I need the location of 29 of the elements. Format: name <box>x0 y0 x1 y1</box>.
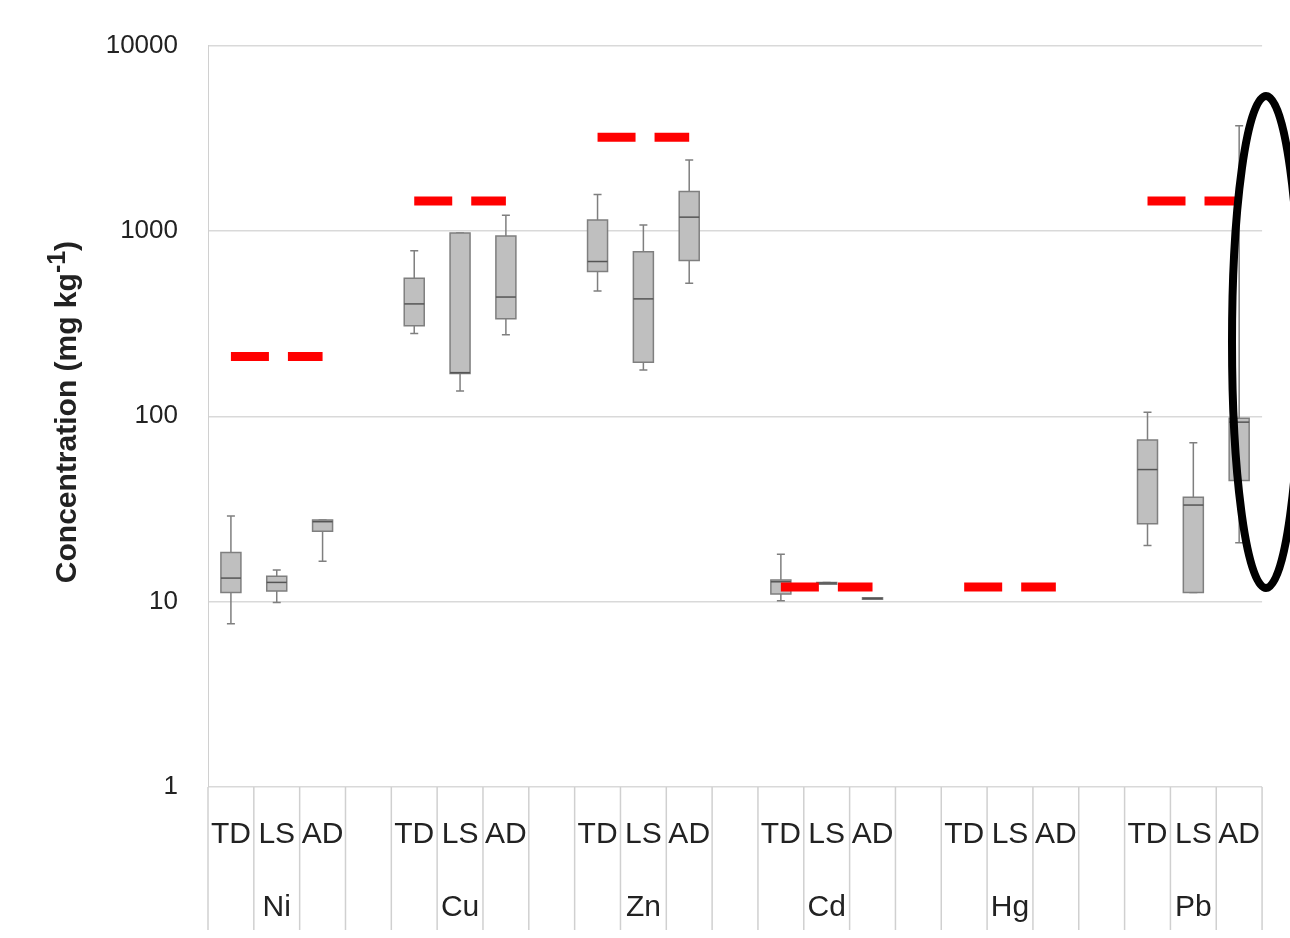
text: Cd <box>807 889 846 923</box>
x-tick-label: AD <box>1218 816 1261 850</box>
y-tick-label: 100 <box>134 399 178 430</box>
y-tick-label: 10 <box>149 584 178 615</box>
x-tick-label: LS <box>441 816 479 850</box>
x-tick-label: AD <box>1035 816 1077 850</box>
x-tick-label: AD <box>485 816 527 850</box>
x-tick-label: LS <box>1174 816 1212 850</box>
y-tick-label: 10000 <box>105 28 178 59</box>
y-tick-label: 1 <box>163 770 178 801</box>
text: Cu <box>440 889 480 923</box>
x-tick-label: LS <box>991 816 1029 850</box>
x-tick-label: TD <box>1127 816 1168 850</box>
text: Ni <box>262 889 291 923</box>
text: Zn <box>625 889 661 923</box>
x-tick-label: TD <box>577 816 618 850</box>
x-tick-label: TD <box>760 816 801 850</box>
text: Hg <box>990 889 1030 923</box>
x-tick-label: LS <box>258 816 296 850</box>
x-tick-label: TD <box>210 816 251 850</box>
x-tick-label: AD <box>301 816 344 850</box>
x-tick-label: LS <box>625 816 662 850</box>
y-tick-label: 1000 <box>120 214 178 245</box>
text: Pb <box>1174 889 1212 923</box>
x-tick-label: AD <box>851 816 894 850</box>
x-tick-label: AD <box>668 816 711 850</box>
x-tick-label: TD <box>944 816 985 850</box>
x-tick-label: LS <box>808 816 846 850</box>
x-tick-label: TD <box>394 816 435 850</box>
